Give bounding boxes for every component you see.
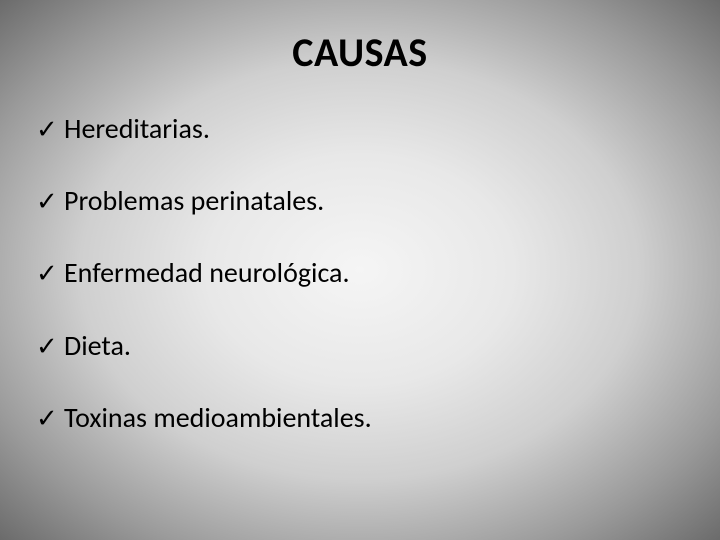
check-icon: ✓ xyxy=(36,188,60,214)
list-item-text: Problemas perinatales. xyxy=(64,185,324,217)
list-item-text: Dieta. xyxy=(64,330,131,362)
list-item-text: Hereditarias. xyxy=(64,113,210,145)
check-icon: ✓ xyxy=(36,260,60,286)
list-item: ✓ Hereditarias. xyxy=(36,113,684,145)
list-item-text: Enfermedad neurológica. xyxy=(64,257,350,289)
check-icon: ✓ xyxy=(36,405,60,431)
check-icon: ✓ xyxy=(36,333,60,359)
slide: CAUSAS ✓ Hereditarias. ✓ Problemas perin… xyxy=(0,0,720,540)
list-item: ✓ Dieta. xyxy=(36,330,684,362)
slide-title: CAUSAS xyxy=(36,28,684,77)
list-item-text: Toxinas medioambientales. xyxy=(64,402,372,434)
check-icon: ✓ xyxy=(36,116,60,142)
causes-list: ✓ Hereditarias. ✓ Problemas perinatales.… xyxy=(36,113,684,434)
list-item: ✓ Problemas perinatales. xyxy=(36,185,684,217)
list-item: ✓ Enfermedad neurológica. xyxy=(36,257,684,289)
list-item: ✓ Toxinas medioambientales. xyxy=(36,402,684,434)
